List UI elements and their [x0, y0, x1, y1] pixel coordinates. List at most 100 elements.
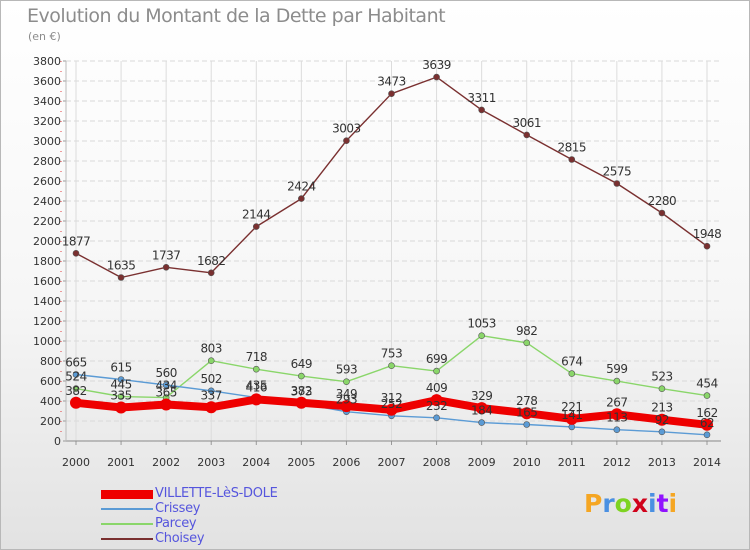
logo-letter: o — [614, 489, 632, 518]
x-tick-label: 2010 — [513, 456, 541, 469]
data-label-choisey: 3003 — [332, 122, 361, 136]
data-label-villette-l-s-dole: 365 — [155, 386, 176, 400]
data-label-choisey: 2424 — [287, 180, 316, 194]
series-lines — [70, 73, 713, 439]
data-label-crissey: 113 — [606, 411, 627, 425]
y-tick-label: 3400 — [33, 95, 61, 108]
data-point-crissey — [703, 431, 711, 439]
y-tick-label: 400 — [40, 395, 61, 408]
data-point-choisey — [478, 106, 485, 114]
data-point-parcey — [478, 332, 485, 340]
data-label-crissey: 435 — [246, 379, 267, 393]
data-label-parcey: 524 — [65, 370, 86, 384]
proxiti-logo: Proxiti — [584, 489, 677, 518]
data-label-villette-l-s-dole: 335 — [110, 389, 131, 403]
data-point-parcey — [703, 392, 711, 399]
data-label-choisey: 1682 — [197, 254, 226, 268]
data-label-villette-l-s-dole: 221 — [561, 400, 582, 414]
data-point-crissey — [523, 421, 531, 428]
data-point-villette-l-s-dole — [295, 396, 308, 409]
data-point-villette-l-s-dole — [385, 403, 398, 416]
data-label-crissey: 165 — [516, 406, 537, 420]
data-point-parcey — [343, 378, 350, 386]
data-label-crissey: 560 — [155, 366, 176, 380]
x-tick-label: 2001 — [107, 456, 135, 469]
data-label-choisey: 2815 — [558, 141, 587, 155]
data-label-villette-l-s-dole: 409 — [426, 381, 447, 395]
data-label-crissey: 293 — [336, 393, 357, 407]
data-label-crissey: 184 — [471, 404, 492, 418]
data-label-choisey: 1737 — [152, 248, 181, 262]
gridlines — [66, 60, 721, 442]
data-label-crissey: 252 — [381, 397, 402, 411]
data-point-crissey — [72, 371, 80, 378]
data-label-parcey: 599 — [606, 362, 627, 376]
y-tick-label: 2000 — [33, 235, 61, 248]
y-tick-label: 1600 — [33, 275, 61, 288]
data-point-choisey — [252, 223, 260, 230]
legend-swatch-villette — [101, 489, 153, 499]
data-label-villette-l-s-dole: 416 — [246, 380, 267, 394]
data-label-choisey: 2575 — [603, 165, 632, 179]
data-label-choisey: 1948 — [693, 227, 722, 241]
data-point-villette-l-s-dole — [520, 407, 533, 420]
legend-swatch-choisey — [101, 538, 153, 540]
data-label-crissey: 232 — [426, 399, 447, 413]
data-point-villette-l-s-dole — [250, 393, 263, 406]
data-point-choisey — [162, 263, 170, 271]
data-point-villette-l-s-dole — [701, 418, 713, 431]
data-label-villette-l-s-dole: 349 — [336, 387, 357, 401]
data-point-crissey — [658, 428, 666, 436]
data-label-villette-l-s-dole: 278 — [516, 394, 537, 408]
data-label-villette-l-s-dole: 267 — [606, 395, 627, 409]
data-point-villette-l-s-dole — [430, 394, 443, 407]
y-tick-label: 2400 — [33, 195, 61, 208]
x-tick-label: 2009 — [468, 456, 496, 469]
x-tick-label: 2006 — [332, 456, 360, 469]
data-label-parcey: 593 — [336, 363, 357, 377]
data-label-choisey: 3061 — [512, 116, 541, 130]
logo-letter: P — [584, 489, 603, 518]
y-tick-label: 2800 — [33, 155, 61, 168]
x-tick-label: 2000 — [62, 456, 90, 469]
data-label-villette-l-s-dole: 382 — [291, 384, 312, 398]
data-point-crissey — [478, 419, 485, 426]
data-point-choisey — [117, 274, 125, 281]
data-point-choisey — [343, 137, 350, 144]
data-label-parcey: 454 — [696, 377, 717, 391]
data-point-villette-l-s-dole — [565, 412, 578, 425]
data-label-choisey: 2280 — [648, 194, 677, 208]
data-point-villette-l-s-dole — [205, 401, 218, 414]
data-point-choisey — [523, 131, 531, 139]
legend-label-choisey: Choisey — [155, 531, 205, 546]
data-point-parcey — [433, 367, 440, 375]
data-label-choisey: 2144 — [242, 208, 271, 222]
data-label-choisey: 3639 — [422, 58, 451, 72]
data-point-villette-l-s-dole — [115, 401, 128, 414]
data-point-choisey — [658, 209, 666, 217]
data-point-crissey — [162, 381, 170, 389]
x-tick-label: 2007 — [378, 456, 406, 469]
data-label-villette-l-s-dole: 337 — [201, 388, 222, 402]
y-tick-label: 800 — [40, 355, 61, 368]
data-label-crissey: 62 — [700, 416, 714, 430]
x-tick-label: 2003 — [197, 456, 225, 469]
chart-title: Evolution du Montant de la Dette par Hab… — [27, 5, 446, 27]
x-tick-label: 2008 — [423, 456, 451, 469]
data-label-parcey: 649 — [291, 357, 312, 371]
data-label-crissey: 615 — [110, 361, 131, 375]
y-tick-label: 2600 — [33, 175, 61, 188]
data-label-parcey: 803 — [201, 342, 222, 356]
data-point-parcey — [613, 377, 621, 385]
y-tick-label: 1000 — [33, 335, 61, 348]
data-point-parcey — [117, 393, 125, 400]
data-point-parcey — [298, 372, 305, 380]
x-tick-label: 2014 — [693, 456, 721, 469]
data-point-villette-l-s-dole — [160, 398, 173, 411]
data-label-parcey: 434 — [155, 379, 176, 393]
logo-letter: i — [648, 489, 657, 518]
data-point-parcey — [207, 357, 215, 365]
data-label-parcey: 718 — [246, 350, 267, 364]
data-label-choisey: 3473 — [377, 75, 406, 89]
